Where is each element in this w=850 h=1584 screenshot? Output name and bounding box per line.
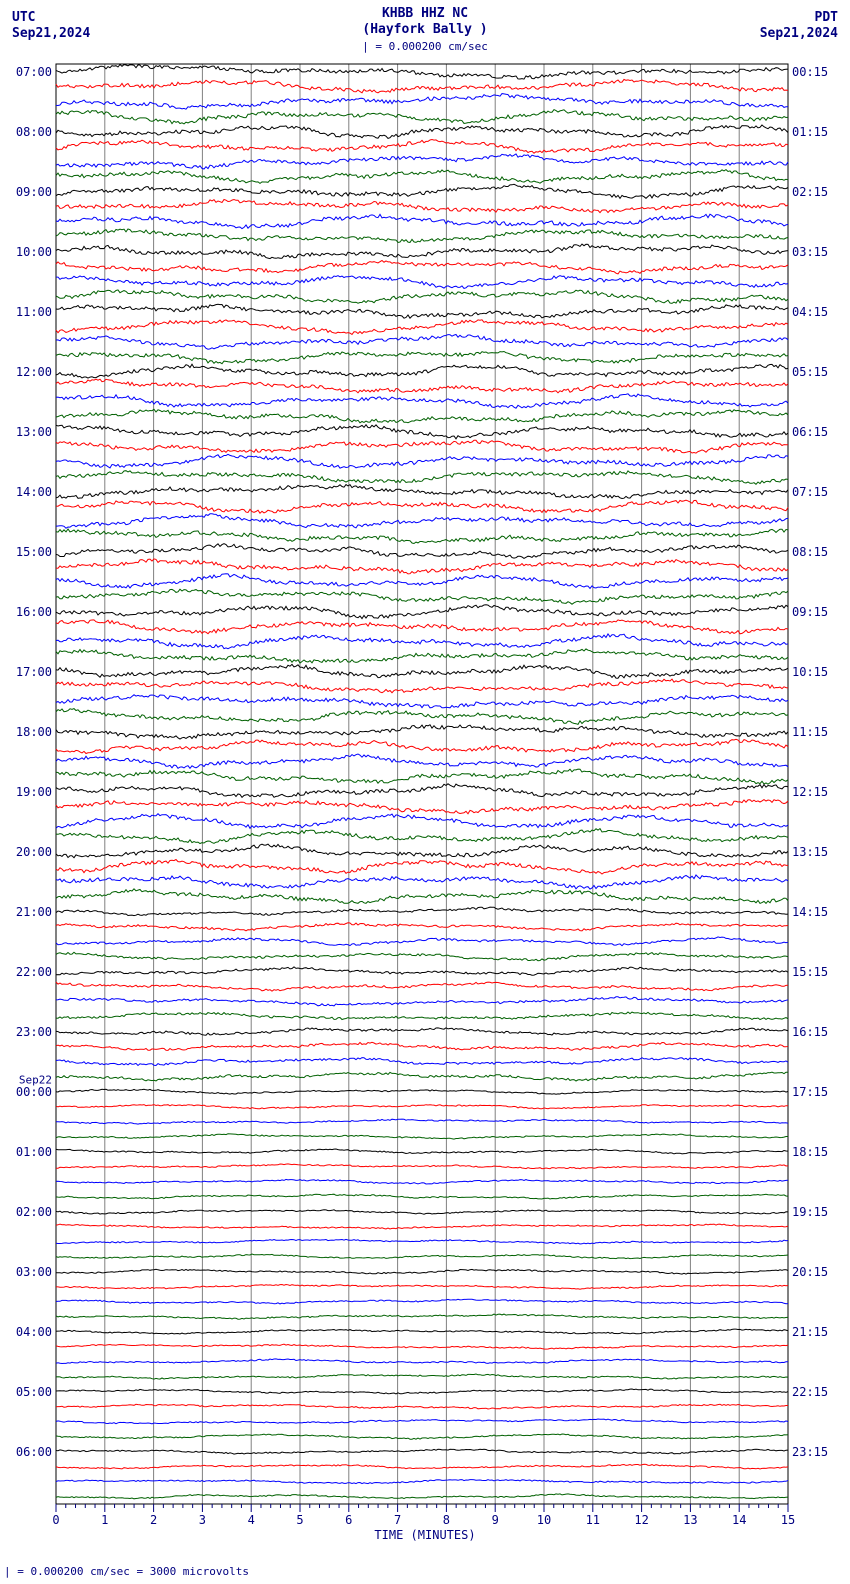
svg-text:11: 11 [586, 1513, 600, 1527]
left-time-label: 00:00 [16, 1085, 52, 1099]
svg-text:12: 12 [634, 1513, 648, 1527]
left-time-label: 09:00 [16, 185, 52, 199]
svg-text:2: 2 [150, 1513, 157, 1527]
right-time-label: 03:15 [792, 245, 828, 259]
left-time-label: 14:00 [16, 485, 52, 499]
svg-text:5: 5 [296, 1513, 303, 1527]
right-time-label: 07:15 [792, 485, 828, 499]
right-time-label: 01:15 [792, 125, 828, 139]
right-time-label: 00:15 [792, 65, 828, 79]
right-time-label: 06:15 [792, 425, 828, 439]
left-time-label: 11:00 [16, 305, 52, 319]
svg-text:8: 8 [443, 1513, 450, 1527]
right-time-label: 12:15 [792, 785, 828, 799]
right-time-label: 23:15 [792, 1445, 828, 1459]
left-time-label: 23:00 [16, 1025, 52, 1039]
left-time-label: 16:00 [16, 605, 52, 619]
left-time-label: 22:00 [16, 965, 52, 979]
svg-text:14: 14 [732, 1513, 746, 1527]
right-time-label: 21:15 [792, 1325, 828, 1339]
svg-text:0: 0 [52, 1513, 59, 1527]
seismogram-container: UTC Sep21,2024 PDT Sep21,2024 KHBB HHZ N… [0, 0, 850, 1584]
left-time-label: 08:00 [16, 125, 52, 139]
svg-text:9: 9 [492, 1513, 499, 1527]
svg-text:10: 10 [537, 1513, 551, 1527]
seismogram-plot: 012345678910111213141507:0008:0009:0010:… [56, 64, 788, 1504]
left-time-label: 13:00 [16, 425, 52, 439]
right-time-label: 14:15 [792, 905, 828, 919]
svg-text:1: 1 [101, 1513, 108, 1527]
left-time-label: 01:00 [16, 1145, 52, 1159]
left-time-label: 10:00 [16, 245, 52, 259]
left-time-label: 07:00 [16, 65, 52, 79]
left-time-label: 04:00 [16, 1325, 52, 1339]
right-time-label: 08:15 [792, 545, 828, 559]
svg-text:7: 7 [394, 1513, 401, 1527]
right-time-label: 10:15 [792, 665, 828, 679]
left-time-label: 02:00 [16, 1205, 52, 1219]
right-time-label: 11:15 [792, 725, 828, 739]
svg-text:6: 6 [345, 1513, 352, 1527]
right-time-label: 04:15 [792, 305, 828, 319]
right-time-label: 02:15 [792, 185, 828, 199]
right-time-label: 09:15 [792, 605, 828, 619]
left-time-label: 05:00 [16, 1385, 52, 1399]
right-time-label: 17:15 [792, 1085, 828, 1099]
scale-info: | = 0.000200 cm/sec [0, 40, 850, 53]
left-time-label: 15:00 [16, 545, 52, 559]
left-time-label: 21:00 [16, 905, 52, 919]
left-time-label: 17:00 [16, 665, 52, 679]
left-time-label: 18:00 [16, 725, 52, 739]
left-time-label: 12:00 [16, 365, 52, 379]
svg-text:3: 3 [199, 1513, 206, 1527]
right-time-label: 18:15 [792, 1145, 828, 1159]
left-time-label: 06:00 [16, 1445, 52, 1459]
right-time-label: 15:15 [792, 965, 828, 979]
left-time-label: 20:00 [16, 845, 52, 859]
svg-text:4: 4 [248, 1513, 255, 1527]
right-time-label: 20:15 [792, 1265, 828, 1279]
xaxis-label: TIME (MINUTES) [0, 1528, 850, 1542]
right-time-label: 22:15 [792, 1385, 828, 1399]
svg-text:15: 15 [781, 1513, 795, 1527]
left-time-label: 19:00 [16, 785, 52, 799]
right-time-label: 16:15 [792, 1025, 828, 1039]
right-time-label: 19:15 [792, 1205, 828, 1219]
right-time-label: 13:15 [792, 845, 828, 859]
station-title: KHBB HHZ NC [0, 6, 850, 21]
left-time-label: 03:00 [16, 1265, 52, 1279]
svg-text:13: 13 [683, 1513, 697, 1527]
footer-scale: | = 0.000200 cm/sec = 3000 microvolts [4, 1565, 249, 1578]
right-time-label: 05:15 [792, 365, 828, 379]
station-subtitle: (Hayfork Bally ) [0, 22, 850, 37]
